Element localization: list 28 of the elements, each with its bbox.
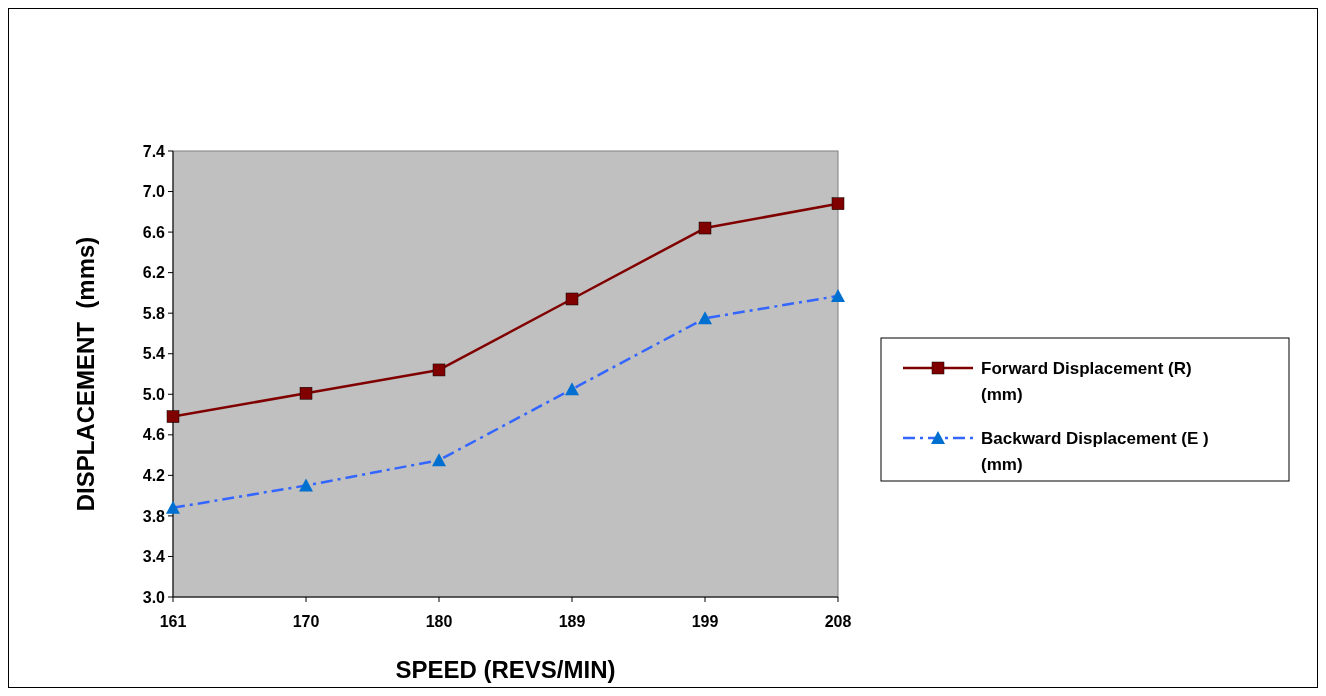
- x-tick-label: 170: [292, 613, 320, 630]
- y-tick-label: 7.4: [142, 142, 166, 160]
- point: [432, 363, 446, 377]
- y-tick-label: 4.6: [142, 426, 166, 444]
- point: [299, 387, 313, 400]
- y-tick-label: 4.2: [142, 466, 166, 484]
- point: [831, 197, 845, 210]
- x-axis-title: SPEED (REVS/MIN): [395, 656, 616, 683]
- y-tick-label: 3.0: [142, 588, 166, 606]
- y-tick-label: 5.8: [142, 304, 166, 322]
- x-tick-label: 208: [824, 613, 852, 630]
- point: [565, 292, 579, 306]
- point: [166, 410, 180, 423]
- legend-label: Backward Displacement (E ) (mm): [981, 428, 1209, 474]
- y-axis-title: DISPLACEMENT (mms): [72, 236, 99, 512]
- legend-label: Forward Displacement (R) (mm): [981, 358, 1192, 404]
- y-tick-label: 6.6: [142, 223, 166, 241]
- y-tick-label: 5.4: [142, 345, 166, 363]
- y-tick-label: 3.8: [142, 507, 166, 525]
- x-tick-label: 161: [159, 613, 187, 630]
- y-tick-label: 6.2: [142, 264, 166, 282]
- x-tick-label: 180: [425, 613, 453, 630]
- y-tick-label: 7.0: [142, 183, 166, 201]
- y-tick-label: 3.4: [142, 548, 166, 566]
- point: [698, 221, 712, 235]
- y-tick-label: 5.0: [142, 385, 166, 403]
- x-tick-label: 189: [558, 613, 586, 630]
- x-tick-label: 199: [691, 613, 719, 630]
